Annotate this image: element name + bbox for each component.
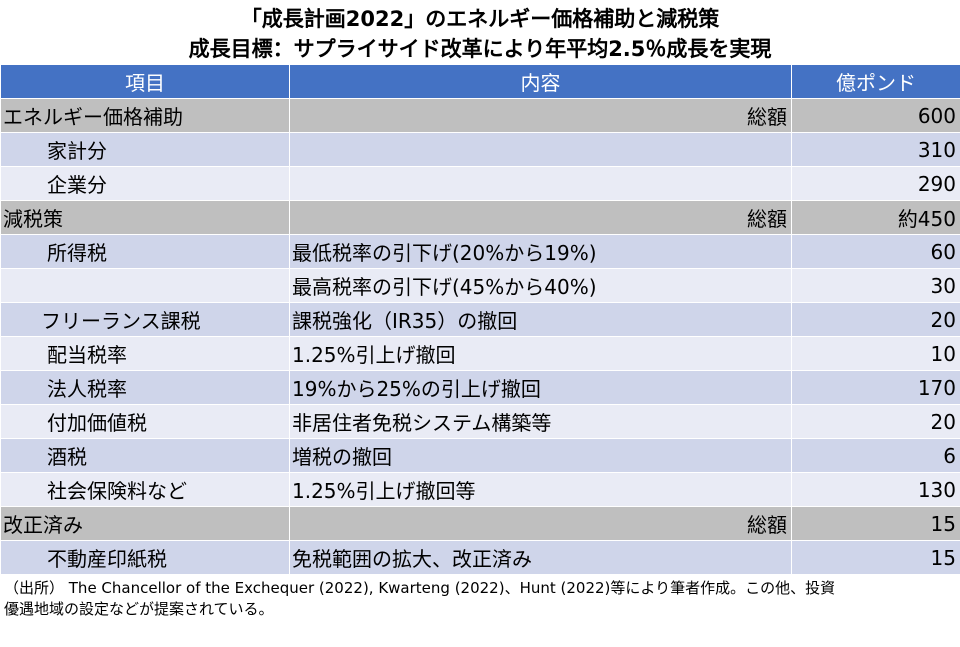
header-amount: 億ポンド: [792, 65, 960, 99]
cell-item: フリーランス課税: [1, 303, 290, 337]
source-note-line-2: 優遇地域の設定などが提案されている。: [4, 599, 960, 620]
cell-content: 最低税率の引下げ(20%から19%): [290, 235, 792, 269]
cell-content: [290, 167, 792, 201]
cell-item: 所得税: [1, 235, 290, 269]
table-header-row: 項目 内容 億ポンド: [1, 65, 960, 99]
cell-content: 非居住者免税システム構築等: [290, 405, 792, 439]
cell-item: 減税策: [1, 201, 290, 235]
cell-amount: 10: [792, 337, 960, 371]
title-line-1: 「成長計画2022」のエネルギー価格補助と減税策: [0, 4, 960, 34]
cell-amount: 15: [792, 507, 960, 541]
cell-content: 最高税率の引下げ(45%から40%): [290, 269, 792, 303]
cell-amount: 170: [792, 371, 960, 405]
table-section-row: 減税策総額約450: [1, 201, 960, 235]
cell-amount: 15: [792, 541, 960, 575]
cell-content: 課税強化（IR35）の撤回: [290, 303, 792, 337]
cell-content: [290, 133, 792, 167]
cell-item: 社会保険料など: [1, 473, 290, 507]
header-content: 内容: [290, 65, 792, 99]
cell-item: 法人税率: [1, 371, 290, 405]
cell-amount: 130: [792, 473, 960, 507]
cell-content: 1.25%引上げ撤回: [290, 337, 792, 371]
table-row: 所得税最低税率の引下げ(20%から19%)60: [1, 235, 960, 269]
cell-amount: 20: [792, 405, 960, 439]
page-title: 「成長計画2022」のエネルギー価格補助と減税策 成長目標：サプライサイド改革に…: [0, 4, 960, 64]
cell-item: 改正済み: [1, 507, 290, 541]
header-item: 項目: [1, 65, 290, 99]
cell-amount: 290: [792, 167, 960, 201]
cell-amount: 60: [792, 235, 960, 269]
cell-content: 増税の撤回: [290, 439, 792, 473]
cell-content: 総額: [290, 99, 792, 133]
cell-content: 19%から25%の引上げ撤回: [290, 371, 792, 405]
source-note-line-1: （出所） The Chancellor of the Exchequer (20…: [4, 578, 960, 599]
cell-item: 家計分: [1, 133, 290, 167]
table-row: 企業分 290: [1, 167, 960, 201]
table-row: 家計分 310: [1, 133, 960, 167]
cell-item: 付加価値税: [1, 405, 290, 439]
cell-item: 配当税率: [1, 337, 290, 371]
cell-amount: 20: [792, 303, 960, 337]
cell-amount: 310: [792, 133, 960, 167]
cell-item: 不動産印紙税: [1, 541, 290, 575]
cell-amount: 30: [792, 269, 960, 303]
cell-content: 総額: [290, 201, 792, 235]
table-row: 最高税率の引下げ(45%から40%)30: [1, 269, 960, 303]
cell-content: 総額: [290, 507, 792, 541]
title-line-2: 成長目標：サプライサイド改革により年平均2.5％成長を実現: [0, 34, 960, 64]
cell-amount: 600: [792, 99, 960, 133]
cell-amount: 約450: [792, 201, 960, 235]
cell-amount: 6: [792, 439, 960, 473]
cell-content: 1.25%引上げ撤回等: [290, 473, 792, 507]
cell-item: 酒税: [1, 439, 290, 473]
cell-item: エネルギー価格補助: [1, 99, 290, 133]
cell-item: 企業分: [1, 167, 290, 201]
cell-content: 免税範囲の拡大、改正済み: [290, 541, 792, 575]
cell-item: [1, 269, 290, 303]
source-note: （出所） The Chancellor of the Exchequer (20…: [0, 578, 960, 620]
